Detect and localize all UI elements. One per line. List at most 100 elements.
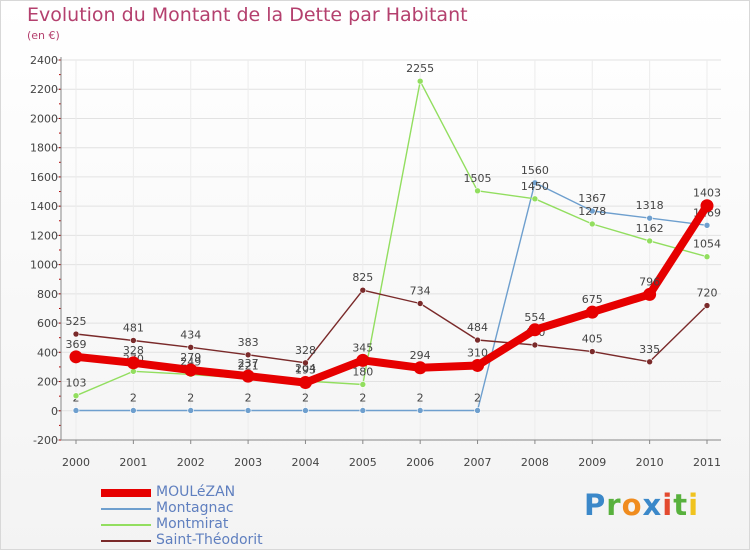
x-tick-label: 2008 [521,456,549,469]
data-point-moulezan [298,376,312,390]
data-point-montagnac [646,214,653,222]
data-point-saint-theodorit [646,358,653,366]
data-label-moulezan: 193 [295,364,316,377]
legend-swatch [101,489,151,497]
data-label-saint-theodorit: 383 [238,336,259,349]
data-label-saint-theodorit: 481 [123,321,144,334]
data-label-moulezan: 1403 [693,187,721,200]
data-point-montagnac [244,407,252,414]
series-montmirat: 1032702492212041802255150514501278116210… [66,62,721,400]
data-label-montmirat: 103 [66,377,87,390]
data-point-montagnac [416,407,424,414]
data-point-montmirat [646,237,653,245]
data-label-saint-theodorit: 405 [582,333,603,346]
data-point-saint-theodorit [72,330,80,338]
data-point-montagnac [474,407,481,414]
data-label-moulezan: 237 [238,357,259,370]
legend-label: Saint-Théodorit [156,532,263,548]
x-tick-label: 2007 [464,456,492,469]
x-tick-label: 2010 [636,456,664,469]
data-label-saint-theodorit: 720 [697,287,718,300]
series-line-moulezan [72,201,711,387]
data-label-moulezan: 554 [524,311,545,324]
series-line-montmirat [75,80,708,397]
data-label-montagnac: 2 [359,391,366,404]
data-label-moulezan: 675 [582,293,603,306]
legend-label: Montagnac [156,500,234,516]
y-tick-label: 1400 [30,200,58,213]
data-label-saint-theodorit: 825 [352,271,373,284]
y-tick-label: 600 [37,317,58,330]
y-tick-label: 0 [51,405,58,418]
data-label-moulezan: 796 [639,275,660,288]
data-point-moulezan [643,287,657,301]
x-tick-label: 2004 [291,456,319,469]
y-tick-label: -200 [33,434,58,447]
data-label-montagnac: 2 [245,391,252,404]
data-point-saint-theodorit [187,344,195,351]
data-label-montagnac: 1560 [521,164,549,177]
data-point-saint-theodorit [302,359,309,367]
data-label-montmirat: 1278 [578,205,606,218]
legend-swatch [101,540,151,542]
y-tick-label: 400 [37,346,58,359]
data-point-moulezan [184,363,198,377]
legend-swatch [101,508,151,510]
data-label-montmirat: 1450 [521,180,549,193]
y-tick-label: 2000 [30,112,58,125]
series-saint-theodorit: 525481434383328825734484450405335720 [66,271,718,367]
data-label-montmirat: 180 [352,365,373,378]
data-point-montagnac [588,207,596,215]
series-line-montagnac [75,182,708,412]
data-label-montagnac: 2 [417,391,424,404]
data-label-saint-theodorit: 525 [66,315,87,328]
x-tick-label: 2009 [578,456,606,469]
data-label-saint-theodorit: 434 [180,328,201,341]
y-tick-label: 2200 [30,83,58,96]
data-label-montmirat: 1054 [693,238,721,251]
y-tick-label: 1800 [30,142,58,155]
data-point-moulezan [241,369,255,383]
data-label-montmirat: 249 [180,355,201,368]
data-label-montagnac: 2 [474,391,481,404]
legend-label: Montmirat [156,516,229,532]
data-point-montmirat [72,392,80,400]
x-tick-label: 2001 [119,456,147,469]
y-tick-label: 2400 [30,54,58,67]
data-point-saint-theodorit [531,341,539,349]
legend-label: MOULéZAN [156,484,236,500]
data-point-montmirat [588,220,596,228]
x-tick-label: 2003 [234,456,262,469]
data-point-montmirat [416,77,424,85]
data-label-montagnac: 1318 [636,199,664,212]
data-point-saint-theodorit [416,300,424,307]
data-point-montagnac [130,407,137,414]
data-label-montmirat: 1162 [636,222,664,235]
data-label-moulezan: 328 [123,344,144,357]
chart-title: Evolution du Montant de la Dette par Hab… [27,4,468,26]
data-point-montagnac [187,407,195,414]
data-label-montagnac: 2 [130,391,137,404]
data-point-montmirat [359,381,367,388]
data-point-montmirat [474,187,481,195]
data-point-saint-theodorit [703,302,711,309]
data-point-montagnac [302,407,309,414]
y-tick-label: 1600 [30,171,58,184]
data-label-saint-theodorit: 335 [639,343,660,356]
data-point-saint-theodorit [588,348,596,355]
data-point-saint-theodorit [359,286,367,294]
series-moulezan: 369 328 279 237 193 345 294 310 554 675 796 1403 [66,187,721,390]
data-point-montagnac [703,222,711,229]
data-label-saint-theodorit: 328 [295,344,316,357]
data-label-moulezan: 294 [410,349,431,362]
x-tick-label: 2006 [406,456,434,469]
data-label-montmirat: 221 [238,359,259,372]
data-label-montagnac: 1367 [578,192,606,205]
data-point-moulezan [585,305,599,319]
data-point-moulezan [69,350,83,364]
data-label-montagnac: 2 [187,391,194,404]
x-tick-label: 2000 [62,456,90,469]
data-point-moulezan [700,199,714,213]
